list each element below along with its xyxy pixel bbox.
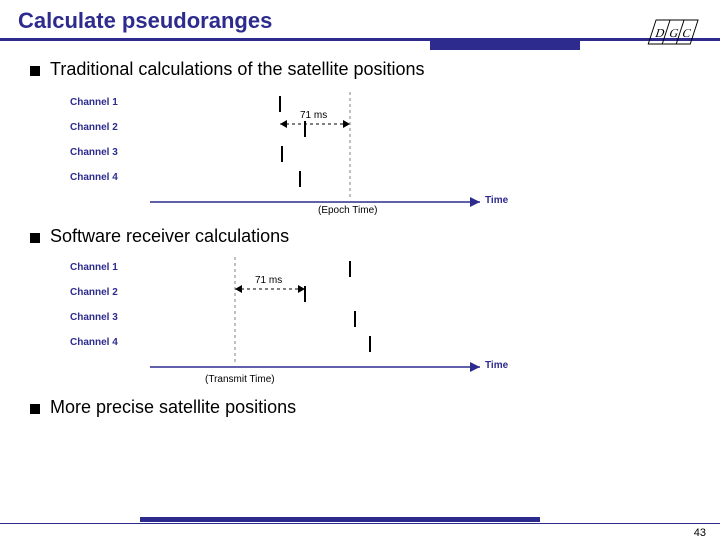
bullet-icon bbox=[30, 66, 40, 76]
bullet-2-text: Software receiver calculations bbox=[50, 226, 289, 247]
svg-text:G: G bbox=[668, 26, 681, 40]
time-label-1: Time bbox=[485, 195, 508, 206]
ms-label-2: 71 ms bbox=[255, 275, 282, 286]
label-ch2b: Channel 2 bbox=[70, 287, 118, 298]
bullet-icon bbox=[30, 404, 40, 414]
bullet-icon bbox=[30, 233, 40, 243]
svg-text:C: C bbox=[681, 26, 693, 40]
label-ch4: Channel 4 bbox=[70, 172, 118, 183]
footer-bar bbox=[140, 517, 540, 522]
accent-bar bbox=[430, 40, 580, 50]
svg-text:D: D bbox=[654, 26, 667, 40]
footer-line bbox=[0, 523, 720, 524]
logo-icon: D G C bbox=[640, 14, 700, 50]
label-ch4b: Channel 4 bbox=[70, 337, 118, 348]
transmit-label: (Transmit Time) bbox=[205, 374, 275, 385]
diagram-traditional: Channel 1 Channel 2 Channel 3 Channel 4 … bbox=[150, 92, 570, 220]
time-label-2: Time bbox=[485, 360, 508, 371]
diagram-software: Channel 1 Channel 2 Channel 3 Channel 4 … bbox=[150, 257, 570, 389]
title-underline bbox=[0, 38, 720, 41]
label-ch3: Channel 3 bbox=[70, 147, 118, 158]
label-ch1b: Channel 1 bbox=[70, 262, 118, 273]
slide-title: Calculate pseudoranges bbox=[0, 0, 720, 36]
label-ch3b: Channel 3 bbox=[70, 312, 118, 323]
ms-label-1: 71 ms bbox=[300, 110, 327, 121]
label-ch2: Channel 2 bbox=[70, 122, 118, 133]
epoch-label: (Epoch Time) bbox=[318, 205, 377, 216]
bullet-1-text: Traditional calculations of the satellit… bbox=[50, 59, 425, 80]
page-number: 43 bbox=[694, 527, 706, 539]
bullet-3-text: More precise satellite positions bbox=[50, 397, 296, 418]
label-ch1: Channel 1 bbox=[70, 97, 118, 108]
